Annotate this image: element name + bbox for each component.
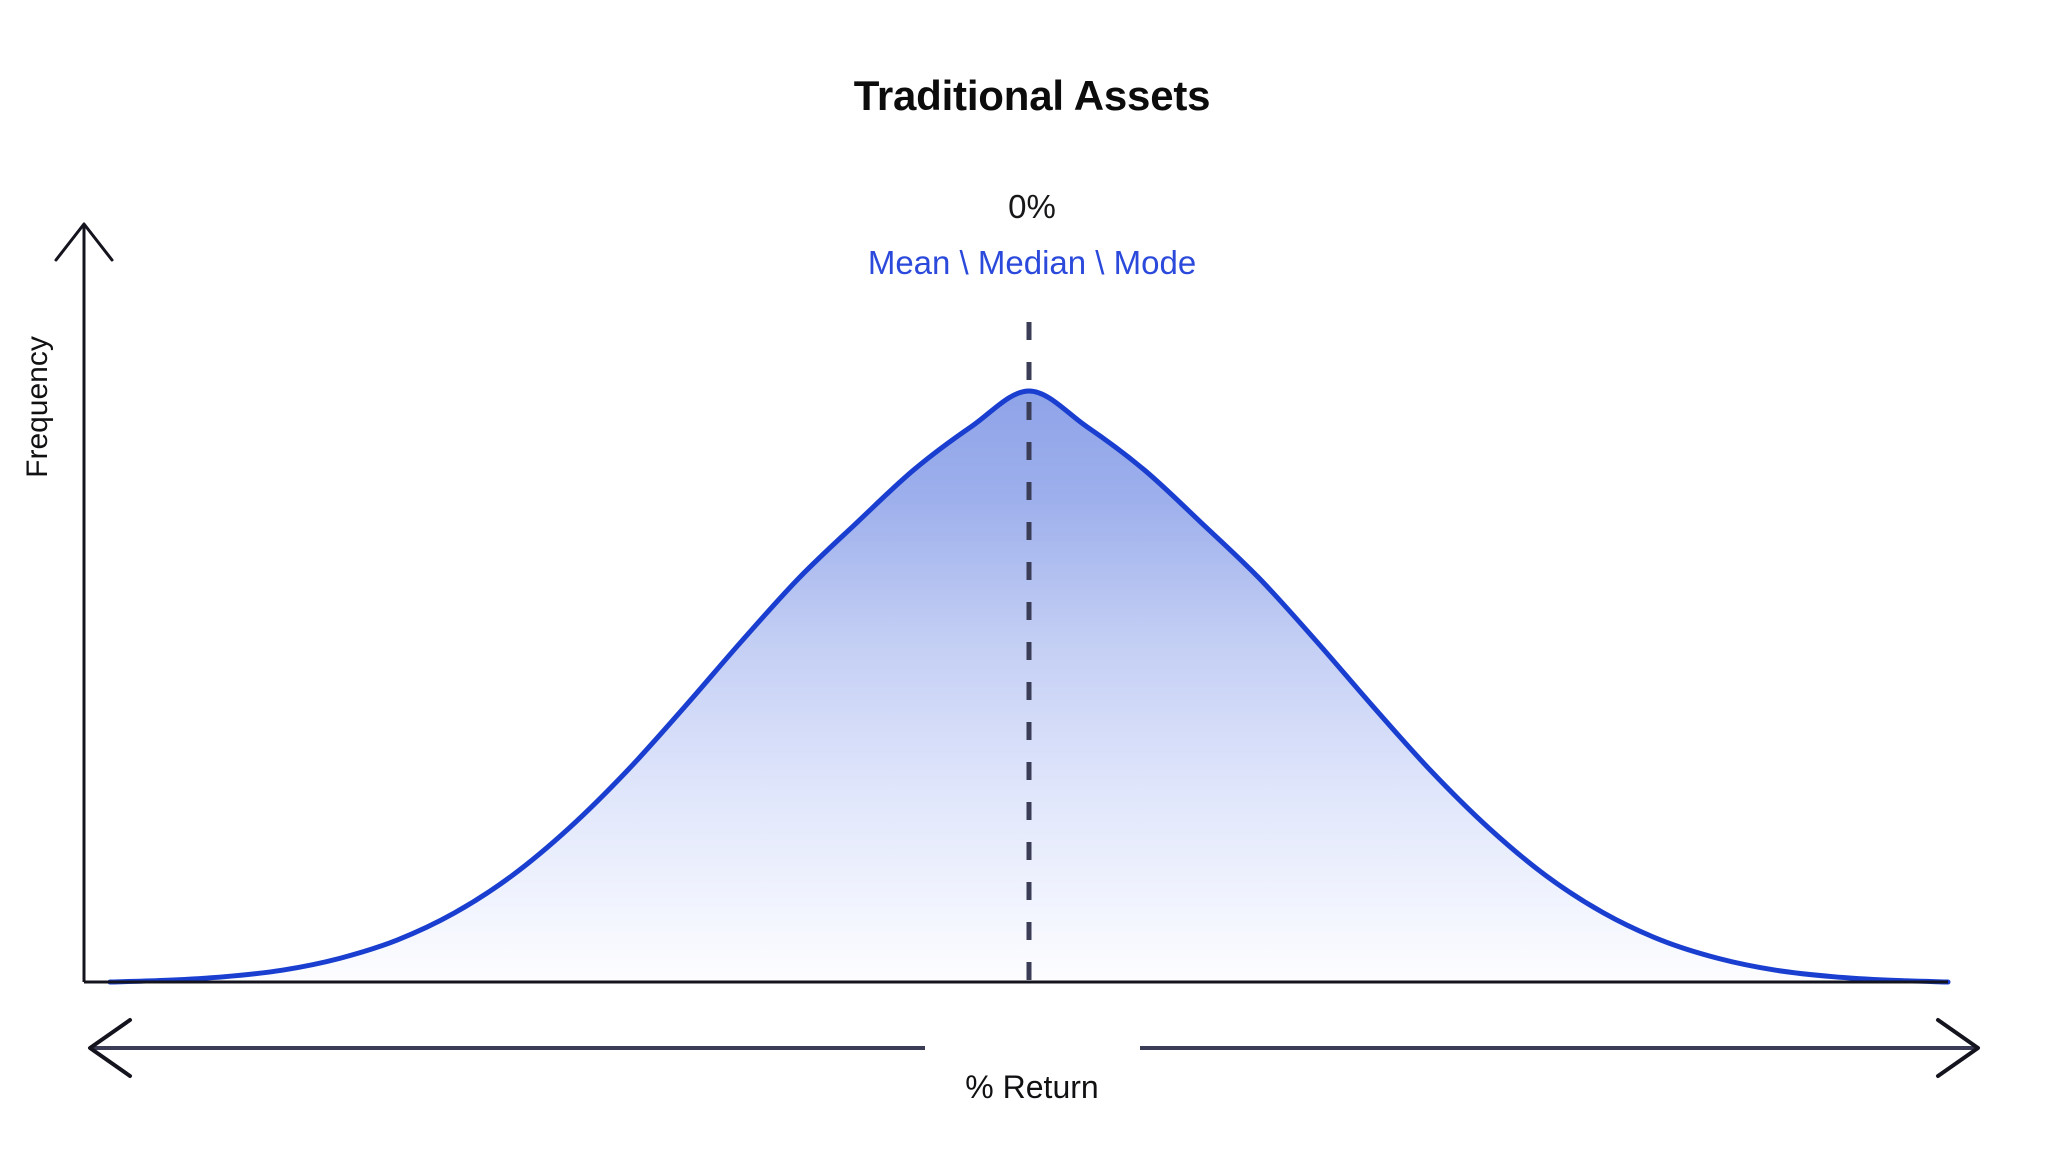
peak-value-label: 0% [1008, 188, 1056, 225]
arrow-right-icon [1936, 1018, 1980, 1078]
mean-median-mode-label: Mean \ Median \ Mode [867, 244, 1197, 281]
x-axis-label: % Return [965, 1069, 1099, 1105]
y-axis-arrow-icon [54, 222, 114, 262]
page-title: Traditional Assets [853, 72, 1211, 119]
distribution-curve [107, 388, 1951, 985]
arrow-left-icon [88, 1018, 132, 1078]
